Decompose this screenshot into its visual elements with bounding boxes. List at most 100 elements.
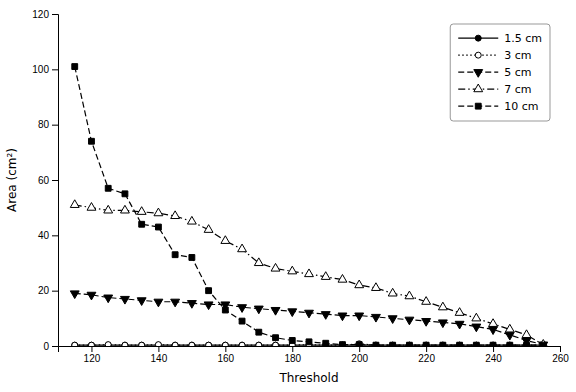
x-tick: 200 bbox=[351, 346, 368, 364]
marker bbox=[372, 314, 381, 322]
marker bbox=[423, 342, 429, 346]
marker bbox=[340, 342, 346, 346]
x-tick-mark bbox=[560, 346, 561, 352]
marker bbox=[356, 341, 362, 346]
marker bbox=[405, 291, 414, 299]
marker bbox=[422, 297, 431, 305]
marker bbox=[289, 338, 295, 344]
marker bbox=[505, 324, 514, 332]
marker bbox=[254, 306, 263, 314]
chart: 1201401601802002202402600204060801001201… bbox=[0, 0, 576, 392]
x-tick-mark bbox=[158, 346, 159, 352]
legend-label: 1.5 cm bbox=[504, 32, 542, 45]
marker bbox=[522, 330, 531, 338]
x-tick: 140 bbox=[151, 346, 168, 364]
marker bbox=[172, 342, 178, 346]
marker bbox=[338, 313, 347, 321]
marker bbox=[154, 299, 163, 307]
series-area bbox=[70, 64, 547, 346]
y-tick: 20 bbox=[38, 285, 58, 296]
marker bbox=[473, 342, 479, 346]
x-tick-mark bbox=[292, 346, 293, 352]
legend: 1.5 cm3 cm5 cm7 cm10 cm bbox=[450, 24, 550, 121]
x-tick: 260 bbox=[552, 346, 569, 364]
marker bbox=[187, 216, 196, 224]
marker bbox=[72, 342, 78, 346]
marker bbox=[473, 342, 479, 346]
legend-item: 10 cm bbox=[458, 100, 538, 113]
marker bbox=[239, 342, 245, 346]
marker bbox=[338, 274, 347, 282]
marker bbox=[155, 224, 161, 230]
marker bbox=[472, 313, 481, 321]
x-axis: 120140160180200220240260 bbox=[59, 346, 570, 364]
marker bbox=[222, 307, 228, 313]
legend-label: 10 cm bbox=[504, 100, 538, 113]
x-tick: 240 bbox=[485, 346, 502, 364]
marker bbox=[122, 342, 128, 346]
series-line bbox=[75, 205, 544, 345]
y-tick-label: 0 bbox=[43, 341, 49, 352]
marker bbox=[505, 332, 514, 340]
x-tick-mark bbox=[91, 346, 92, 352]
marker bbox=[524, 342, 530, 346]
marker bbox=[373, 342, 379, 346]
marker bbox=[137, 298, 146, 306]
y-tick: 100 bbox=[32, 64, 58, 75]
marker bbox=[489, 319, 498, 327]
marker bbox=[321, 312, 330, 320]
legend-label: 7 cm bbox=[504, 83, 531, 96]
marker bbox=[539, 340, 548, 346]
marker bbox=[339, 342, 345, 346]
marker bbox=[105, 185, 111, 191]
marker bbox=[457, 342, 463, 346]
marker bbox=[507, 342, 513, 346]
marker bbox=[388, 316, 397, 324]
x-tick: 220 bbox=[418, 346, 435, 364]
y-tick: 60 bbox=[38, 175, 58, 186]
marker bbox=[271, 307, 280, 315]
x-tick-label: 180 bbox=[284, 353, 301, 364]
marker bbox=[88, 342, 94, 346]
x-tick-label: 240 bbox=[485, 353, 502, 364]
x-tick-label: 140 bbox=[151, 353, 168, 364]
marker bbox=[422, 319, 431, 327]
y-tick: 120 bbox=[32, 9, 58, 20]
marker bbox=[171, 211, 180, 219]
marker bbox=[155, 342, 161, 346]
marker bbox=[524, 342, 530, 346]
marker bbox=[305, 310, 314, 318]
marker bbox=[388, 288, 397, 296]
marker bbox=[473, 342, 479, 346]
y-tick-label: 80 bbox=[38, 119, 50, 130]
y-tick-mark bbox=[52, 69, 58, 70]
marker bbox=[288, 309, 297, 317]
series bbox=[70, 200, 547, 346]
marker bbox=[137, 207, 146, 215]
x-tick-mark bbox=[426, 346, 427, 352]
marker bbox=[256, 342, 262, 346]
marker bbox=[121, 296, 130, 304]
marker bbox=[89, 138, 95, 144]
marker bbox=[356, 342, 362, 346]
marker bbox=[189, 255, 195, 261]
marker bbox=[206, 288, 212, 294]
marker bbox=[206, 342, 212, 346]
marker bbox=[105, 342, 111, 346]
marker bbox=[539, 342, 548, 346]
y-tick-mark bbox=[52, 346, 58, 347]
marker bbox=[70, 291, 79, 299]
marker bbox=[373, 342, 379, 346]
marker bbox=[104, 295, 113, 303]
marker bbox=[438, 320, 447, 328]
marker bbox=[239, 342, 245, 346]
marker bbox=[239, 318, 245, 324]
legend-frame bbox=[450, 24, 550, 121]
legend-marker bbox=[474, 84, 483, 92]
marker bbox=[171, 299, 180, 307]
marker bbox=[172, 252, 178, 258]
marker bbox=[172, 342, 178, 346]
marker bbox=[273, 342, 279, 346]
marker bbox=[271, 263, 280, 271]
marker bbox=[321, 272, 330, 280]
